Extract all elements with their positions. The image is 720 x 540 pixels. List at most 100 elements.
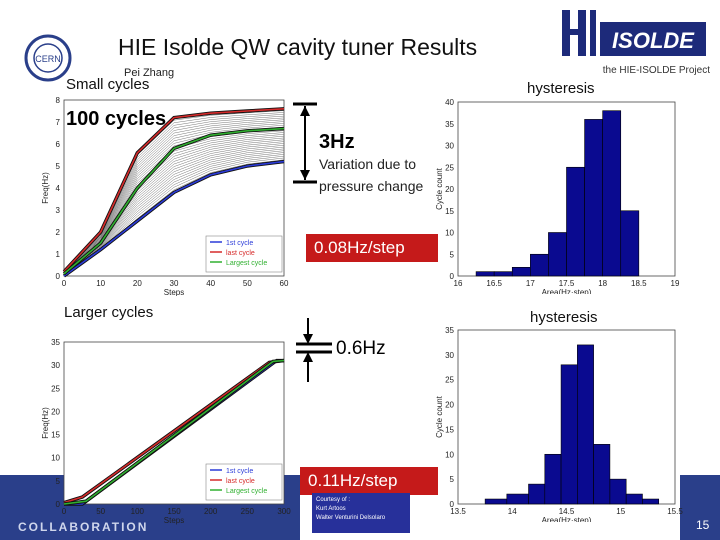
- background-cycle: [63, 150, 285, 276]
- legend-label: 1st cycle: [226, 468, 253, 475]
- x-tick-label: 50: [96, 507, 105, 516]
- legend-label: Largest cycle: [226, 488, 267, 495]
- y-tick-label: 25: [51, 384, 60, 393]
- y-tick-label: 2: [56, 228, 61, 237]
- x-tick-label: 10: [96, 279, 105, 288]
- histogram-bar: [584, 119, 603, 277]
- x-tick-label: 0: [62, 279, 67, 288]
- legend-label: last cycle: [226, 478, 255, 485]
- x-tick-label: 14: [508, 507, 517, 516]
- x-tick-label: 13.5: [450, 507, 466, 516]
- x-tick-label: 17.5: [559, 279, 575, 288]
- background-cycle: [63, 152, 285, 276]
- x-tick-label: 150: [167, 507, 181, 516]
- credits-line: Courtesy of :: [316, 497, 351, 503]
- x-tick-label: 16.5: [486, 279, 502, 288]
- y-tick-label: 20: [51, 407, 60, 416]
- x-tick-label: 18: [598, 279, 607, 288]
- y-tick-label: 8: [56, 96, 61, 105]
- step-resolution-bottom: 0.11Hz/step: [300, 467, 438, 495]
- hysteresis-histogram-large: 0 5 10 15 20 25 30 35 13.5 14 14.5 15 15.5 Area(Hz·st…: [435, 326, 683, 522]
- y-tick-label: 4: [56, 184, 61, 193]
- y-axis-label: Cycle count: [435, 395, 444, 438]
- x-axis-label: Area(Hz·step): [542, 516, 592, 522]
- y-tick-label: 15: [445, 207, 454, 216]
- y-tick-label: 6: [56, 140, 61, 149]
- x-tick-label: 100: [131, 507, 145, 516]
- hysteresis-histogram-small: 0 5 10 15 20 25 30 35 40 16 16.5 17 17.5 18 18.5 19 Area…: [435, 98, 680, 294]
- y-tick-label: 30: [445, 142, 454, 151]
- y-tick-label: 30: [445, 351, 454, 360]
- y-axis-label: Freq(Hz): [41, 172, 50, 204]
- legend-label: 1st cycle: [226, 240, 253, 247]
- x-tick-label: 250: [241, 507, 255, 516]
- histogram-bar: [528, 483, 546, 505]
- y-axis-label: Cycle count: [435, 167, 444, 210]
- y-tick-label: 15: [51, 431, 60, 440]
- histogram-bar: [511, 267, 531, 277]
- range-bottom-value: 0.6Hz: [336, 338, 386, 359]
- x-tick-label: 17: [526, 279, 535, 288]
- y-tick-label: 5: [450, 250, 455, 259]
- svg-text:ISOLDE: ISOLDE: [612, 28, 695, 53]
- y-tick-label: 0: [56, 500, 61, 509]
- histogram-bar: [577, 344, 594, 505]
- histogram-bar: [625, 493, 643, 505]
- histogram-bar: [493, 271, 513, 277]
- credits-line: Walter Venturini Delsolaro: [316, 515, 386, 521]
- x-tick-label: 16: [454, 279, 463, 288]
- y-tick-label: 3: [56, 206, 61, 215]
- credits-line: Kurt Artoos: [316, 506, 346, 512]
- background-cycle: [63, 123, 285, 273]
- y-tick-label: 10: [51, 454, 60, 463]
- series-line: [63, 108, 285, 273]
- small-cycles-label: Small cycles: [66, 76, 150, 93]
- author: Pei Zhang: [124, 67, 175, 79]
- x-tick-label: 0: [62, 507, 67, 516]
- y-tick-label: 35: [445, 120, 454, 129]
- histogram-bar: [609, 478, 627, 505]
- small-cycles-chart: 0 1 2 3 4 5 6 7 8 0 10 20 30 40 50 60 Steps Freq(Hz) 1st c…: [41, 96, 289, 296]
- y-axis-label: Freq(Hz): [41, 407, 50, 439]
- y-tick-label: 25: [445, 376, 454, 385]
- step-resolution-top: 0.08Hz/step: [306, 234, 438, 262]
- histogram-bar: [620, 210, 640, 277]
- background-cycle: [63, 148, 285, 276]
- y-tick-label: 7: [56, 118, 61, 127]
- y-tick-label: 20: [445, 401, 454, 410]
- y-tick-label: 0: [56, 272, 61, 281]
- footer-text: COLLABORATION: [18, 520, 149, 534]
- hysteresis-title-large: hysteresis: [530, 309, 598, 326]
- background-cycle: [63, 154, 285, 276]
- x-tick-label: 20: [133, 279, 142, 288]
- legend-label: Largest cycle: [226, 260, 267, 267]
- histogram-bar: [548, 232, 567, 277]
- cern-logo: CERN: [24, 34, 72, 82]
- x-tick-label: 200: [204, 507, 218, 516]
- background-cycle: [63, 124, 285, 274]
- range-arrow-bottom: [296, 318, 332, 382]
- y-tick-label: 0: [450, 500, 455, 509]
- legend-label: last cycle: [226, 250, 255, 257]
- histogram-bar: [642, 498, 660, 505]
- page-number: 15: [696, 518, 710, 532]
- x-axis-label: Steps: [164, 516, 184, 525]
- y-tick-label: 0: [450, 272, 455, 281]
- larger-cycles-label: Larger cycles: [64, 304, 154, 321]
- larger-cycles-chart: 0 5 10 15 20 25 30 35 0 50 100 150 200 250 300 Steps Fre…: [41, 338, 291, 525]
- histogram-bar: [484, 498, 508, 505]
- x-tick-label: 60: [280, 279, 289, 288]
- hie-isolde-caption: the HIE-ISOLDE Project: [602, 65, 710, 76]
- x-axis-label: Steps: [164, 288, 184, 296]
- y-tick-label: 1: [56, 250, 61, 259]
- x-axis-label: Area(Hz·step): [542, 288, 592, 294]
- y-tick-label: 40: [445, 98, 454, 107]
- y-tick-label: 25: [445, 163, 454, 172]
- y-tick-label: 5: [56, 477, 61, 486]
- histogram-bar: [530, 253, 549, 277]
- y-tick-label: 5: [56, 162, 61, 171]
- cern-logo-text: CERN: [35, 54, 61, 64]
- range-arrow-top: [293, 102, 317, 184]
- hysteresis-title-small: hysteresis: [527, 80, 595, 97]
- histogram-bar: [602, 110, 622, 277]
